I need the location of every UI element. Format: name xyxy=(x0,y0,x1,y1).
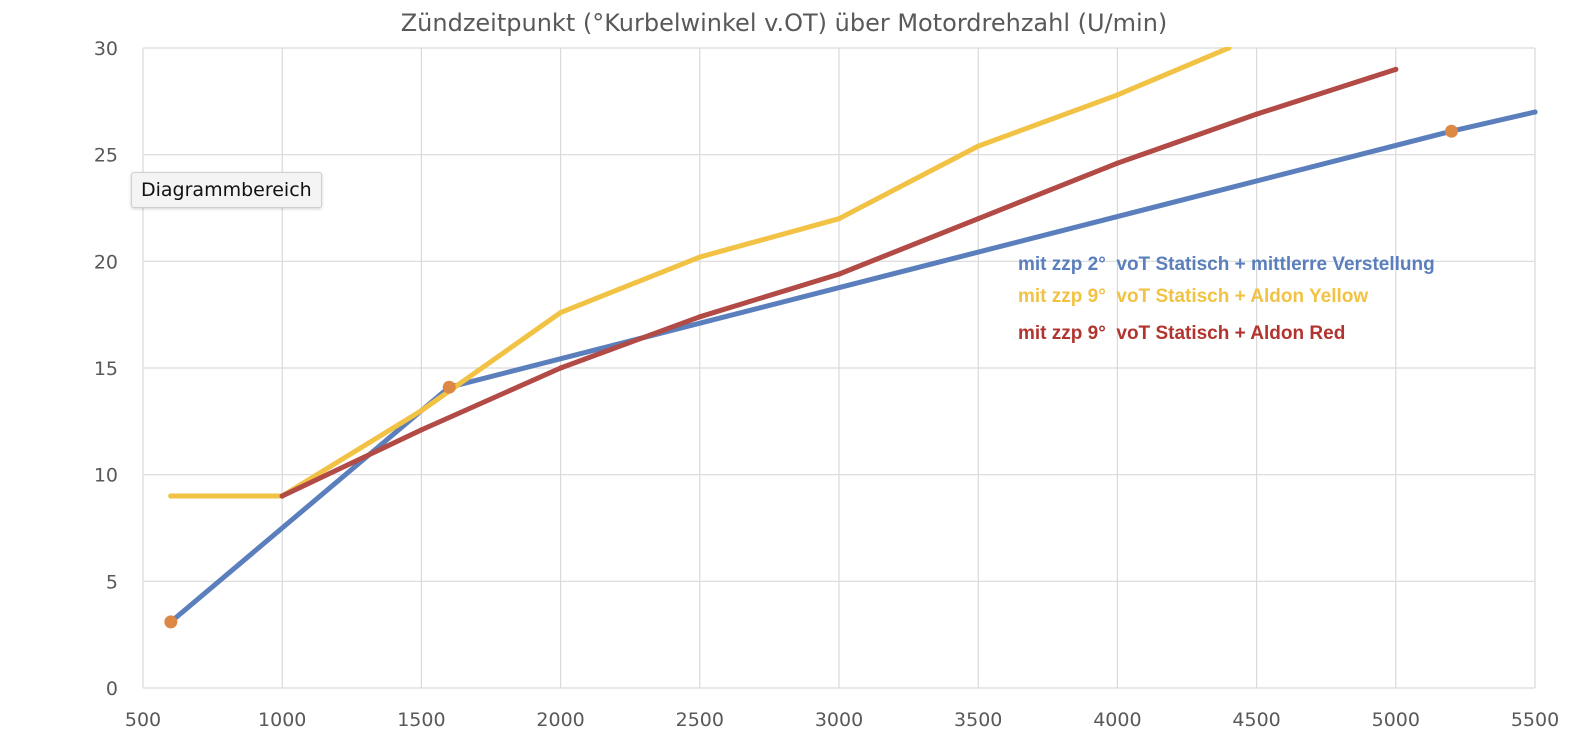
x-tick-label: 5000 xyxy=(1372,709,1420,731)
x-tick-label: 2500 xyxy=(676,709,724,731)
data-point xyxy=(975,143,981,149)
data-point xyxy=(168,493,174,499)
x-tick-label: 500 xyxy=(125,709,161,731)
axis-ticks: 500 1000 1500 2000 2500 3000 3500 4000 4500 5000 5… xyxy=(94,38,1559,731)
x-tick-label: 3000 xyxy=(815,709,863,731)
data-point xyxy=(558,309,564,316)
chart-title: Zündzeitpunkt (°Kurbelwinkel v.OT) über … xyxy=(401,9,1168,37)
data-point xyxy=(975,216,981,222)
data-point xyxy=(279,493,285,499)
series-line-1 xyxy=(168,109,1538,625)
x-tick-label: 1000 xyxy=(258,709,306,731)
data-point xyxy=(418,408,424,414)
data-point xyxy=(1114,92,1120,98)
series-3 xyxy=(279,66,1399,499)
data-point xyxy=(1254,111,1260,117)
data-point xyxy=(1393,66,1399,72)
data-point xyxy=(1532,109,1538,115)
y-tick-label: 5 xyxy=(106,571,118,593)
x-tick-label: 4500 xyxy=(1232,709,1280,731)
data-point xyxy=(697,314,703,320)
chart-area-tooltip: Diagrammbereich xyxy=(131,172,322,208)
x-tick-label: 1500 xyxy=(397,709,445,731)
y-tick-label: 10 xyxy=(94,465,118,487)
data-point xyxy=(1226,47,1232,51)
y-tick-label: 25 xyxy=(94,145,118,167)
x-tick-label: 3500 xyxy=(954,709,1002,731)
legend-entry-1: mit zzp 2° voT Statisch + mittlerre Vers… xyxy=(1018,254,1435,275)
data-point xyxy=(697,254,703,260)
highlight-point xyxy=(1444,124,1458,138)
x-tick-label: 5500 xyxy=(1511,709,1559,731)
data-point xyxy=(418,427,424,433)
x-tick-label: 4000 xyxy=(1093,709,1141,731)
grid-lines xyxy=(142,47,1536,689)
highlight-point xyxy=(164,615,178,629)
y-tick-label: 20 xyxy=(94,251,118,273)
highlight-point xyxy=(442,380,456,394)
legend: mit zzp 2° voT Statisch + mittlerre Vers… xyxy=(1018,254,1435,344)
highlight-layer xyxy=(164,124,1458,629)
data-point xyxy=(558,365,564,371)
x-tick-label: 2000 xyxy=(536,709,584,731)
legend-entry-2: mit zzp 9° voT Statisch + Aldon Yellow xyxy=(1018,286,1368,307)
data-point xyxy=(836,216,842,222)
data-point xyxy=(836,271,842,277)
legend-entry-3: mit zzp 9° voT Statisch + Aldon Red xyxy=(1018,323,1345,344)
data-point xyxy=(1114,160,1120,166)
y-tick-label: 30 xyxy=(94,38,118,60)
y-tick-label: 15 xyxy=(94,358,118,380)
series-1 xyxy=(168,109,1538,625)
y-tick-label: 0 xyxy=(106,678,118,700)
